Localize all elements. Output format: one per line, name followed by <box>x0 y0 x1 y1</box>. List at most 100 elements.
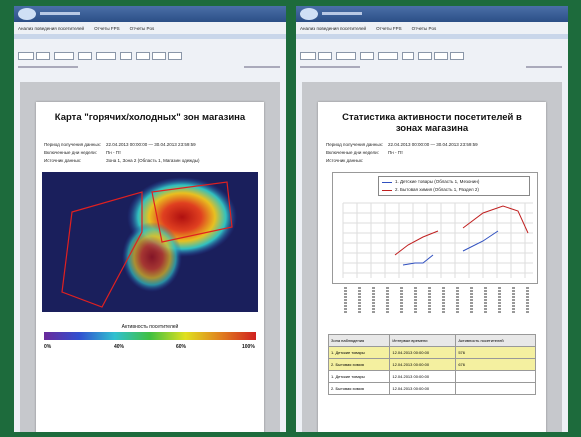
table-cell: 676 <box>456 359 536 371</box>
line-blue <box>463 231 498 251</box>
table-cell: Активность посетителей <box>456 335 536 347</box>
table-cell: 1. Детские товары <box>329 371 390 383</box>
field-value: 22.04.2013 00:00:00 — 30.04.2013 23:59:5… <box>388 142 478 147</box>
toolbar-control[interactable] <box>152 52 166 60</box>
toolbar-control[interactable] <box>378 52 398 60</box>
toolbar <box>18 52 218 60</box>
menu-item[interactable]: Отчеты Pos <box>130 26 155 31</box>
header-bar <box>14 6 286 22</box>
field-label: Период получения данных: <box>44 142 101 147</box>
table-cell: 12.04.2013 00:00:00 <box>390 371 456 383</box>
menu-item[interactable]: Отчеты Pos <box>412 26 437 31</box>
header-bar <box>296 6 568 22</box>
date-label <box>428 287 431 313</box>
toolbar-control[interactable] <box>120 52 132 60</box>
toolbar-control[interactable] <box>168 52 182 60</box>
table-cell: 576 <box>456 347 536 359</box>
app-window: Анализ поведения посетителей Отчеты FPS От… <box>296 6 568 432</box>
field-value: Пн - Пт <box>388 150 403 155</box>
logo <box>300 8 318 20</box>
submenu-bar <box>14 34 286 39</box>
scale-label: 40% <box>114 344 124 350</box>
toolbar-control[interactable] <box>336 52 356 60</box>
legend-swatch <box>382 182 392 183</box>
field-label: Включенные дни недели: <box>326 150 379 155</box>
toolbar-control[interactable] <box>36 52 50 60</box>
table-cell: 12.04.2013 00:00:00 <box>390 359 456 371</box>
toolbar-control[interactable] <box>418 52 432 60</box>
table-cell: 2. Бытовая химия <box>329 359 390 371</box>
status-line <box>300 66 360 68</box>
field-value: Пн - Пт <box>106 150 121 155</box>
status-date <box>526 66 562 68</box>
toolbar-control[interactable] <box>78 52 92 60</box>
toolbar-control[interactable] <box>54 52 74 60</box>
toolbar-control[interactable] <box>18 52 34 60</box>
field-label: Включенные дни недели: <box>44 150 97 155</box>
toolbar-control[interactable] <box>402 52 414 60</box>
date-label <box>484 287 487 313</box>
date-label <box>358 287 361 313</box>
date-label <box>456 287 459 313</box>
table-cell <box>456 383 536 395</box>
toolbar-control[interactable] <box>96 52 116 60</box>
field-value: 22.04.2013 00:00:00 — 30.04.2013 23:59:5… <box>106 142 196 147</box>
menu: Анализ поведения посетителей Отчеты FPS От… <box>18 26 164 31</box>
scale-label: 60% <box>176 344 186 350</box>
table-cell: 1. Детские товары <box>329 347 390 359</box>
report-title: Карта "горячих/холодных" зон магазина <box>46 112 254 123</box>
table-cell <box>456 371 536 383</box>
date-label <box>344 287 347 313</box>
field-label: Источник данных: <box>44 158 81 163</box>
scale-title: Активность посетителей <box>36 324 264 330</box>
report-page: Статистика активности посетителей в зона… <box>318 102 546 432</box>
toolbar-control[interactable] <box>318 52 332 60</box>
legend-label: 2. Бытовая химия (Область 1, Раздел 2) <box>395 187 479 192</box>
date-label <box>400 287 403 313</box>
legend-swatch <box>382 190 392 191</box>
field-label: Источник данных: <box>326 158 363 163</box>
date-label <box>386 287 389 313</box>
scale-label: 0% <box>44 344 51 350</box>
date-label <box>414 287 417 313</box>
toolbar-control[interactable] <box>300 52 316 60</box>
toolbar-control[interactable] <box>434 52 448 60</box>
date-label <box>512 287 515 313</box>
menu-item[interactable]: Отчеты FPS <box>94 26 120 31</box>
logo <box>18 8 36 20</box>
field-value: Зона 1, Зона 2 (Область 1, Магазин одежд… <box>106 158 200 163</box>
table-cell: 12.04.2013 00:00:00 <box>390 383 456 395</box>
color-scale <box>44 332 256 340</box>
date-label <box>372 287 375 313</box>
legend-label: 1. Детские товары (Область 1, Мезонин) <box>395 179 479 184</box>
toolbar <box>300 52 500 60</box>
table-cell: 12.04.2013 00:00:00 <box>390 347 456 359</box>
report-title: Статистика активности посетителей в зона… <box>328 112 536 134</box>
line-red <box>463 206 528 233</box>
toolbar-control[interactable] <box>450 52 464 60</box>
table-cell: Интервал времени <box>390 335 456 347</box>
date-label <box>470 287 473 313</box>
scale-label: 100% <box>242 344 255 350</box>
status-line <box>18 66 78 68</box>
toolbar-control[interactable] <box>360 52 374 60</box>
menu-item[interactable]: Анализ поведения посетителей <box>300 26 366 31</box>
table-cell: Зона наблюдения <box>329 335 390 347</box>
heatmap-image <box>42 172 258 312</box>
app-name-bar <box>322 12 362 15</box>
app-name-bar <box>40 12 80 15</box>
menu-item[interactable]: Отчеты FPS <box>376 26 402 31</box>
date-label <box>526 287 529 313</box>
menu-item[interactable]: Анализ поведения посетителей <box>18 26 84 31</box>
app-window: Анализ поведения посетителей Отчеты FPS От… <box>14 6 286 432</box>
screenshot: Анализ поведения посетителей Отчеты FPS От… <box>0 0 581 437</box>
toolbar-control[interactable] <box>136 52 150 60</box>
legend: 1. Детские товары (Область 1, Мезонин) 2.… <box>378 176 530 196</box>
hot-zone <box>122 222 182 292</box>
